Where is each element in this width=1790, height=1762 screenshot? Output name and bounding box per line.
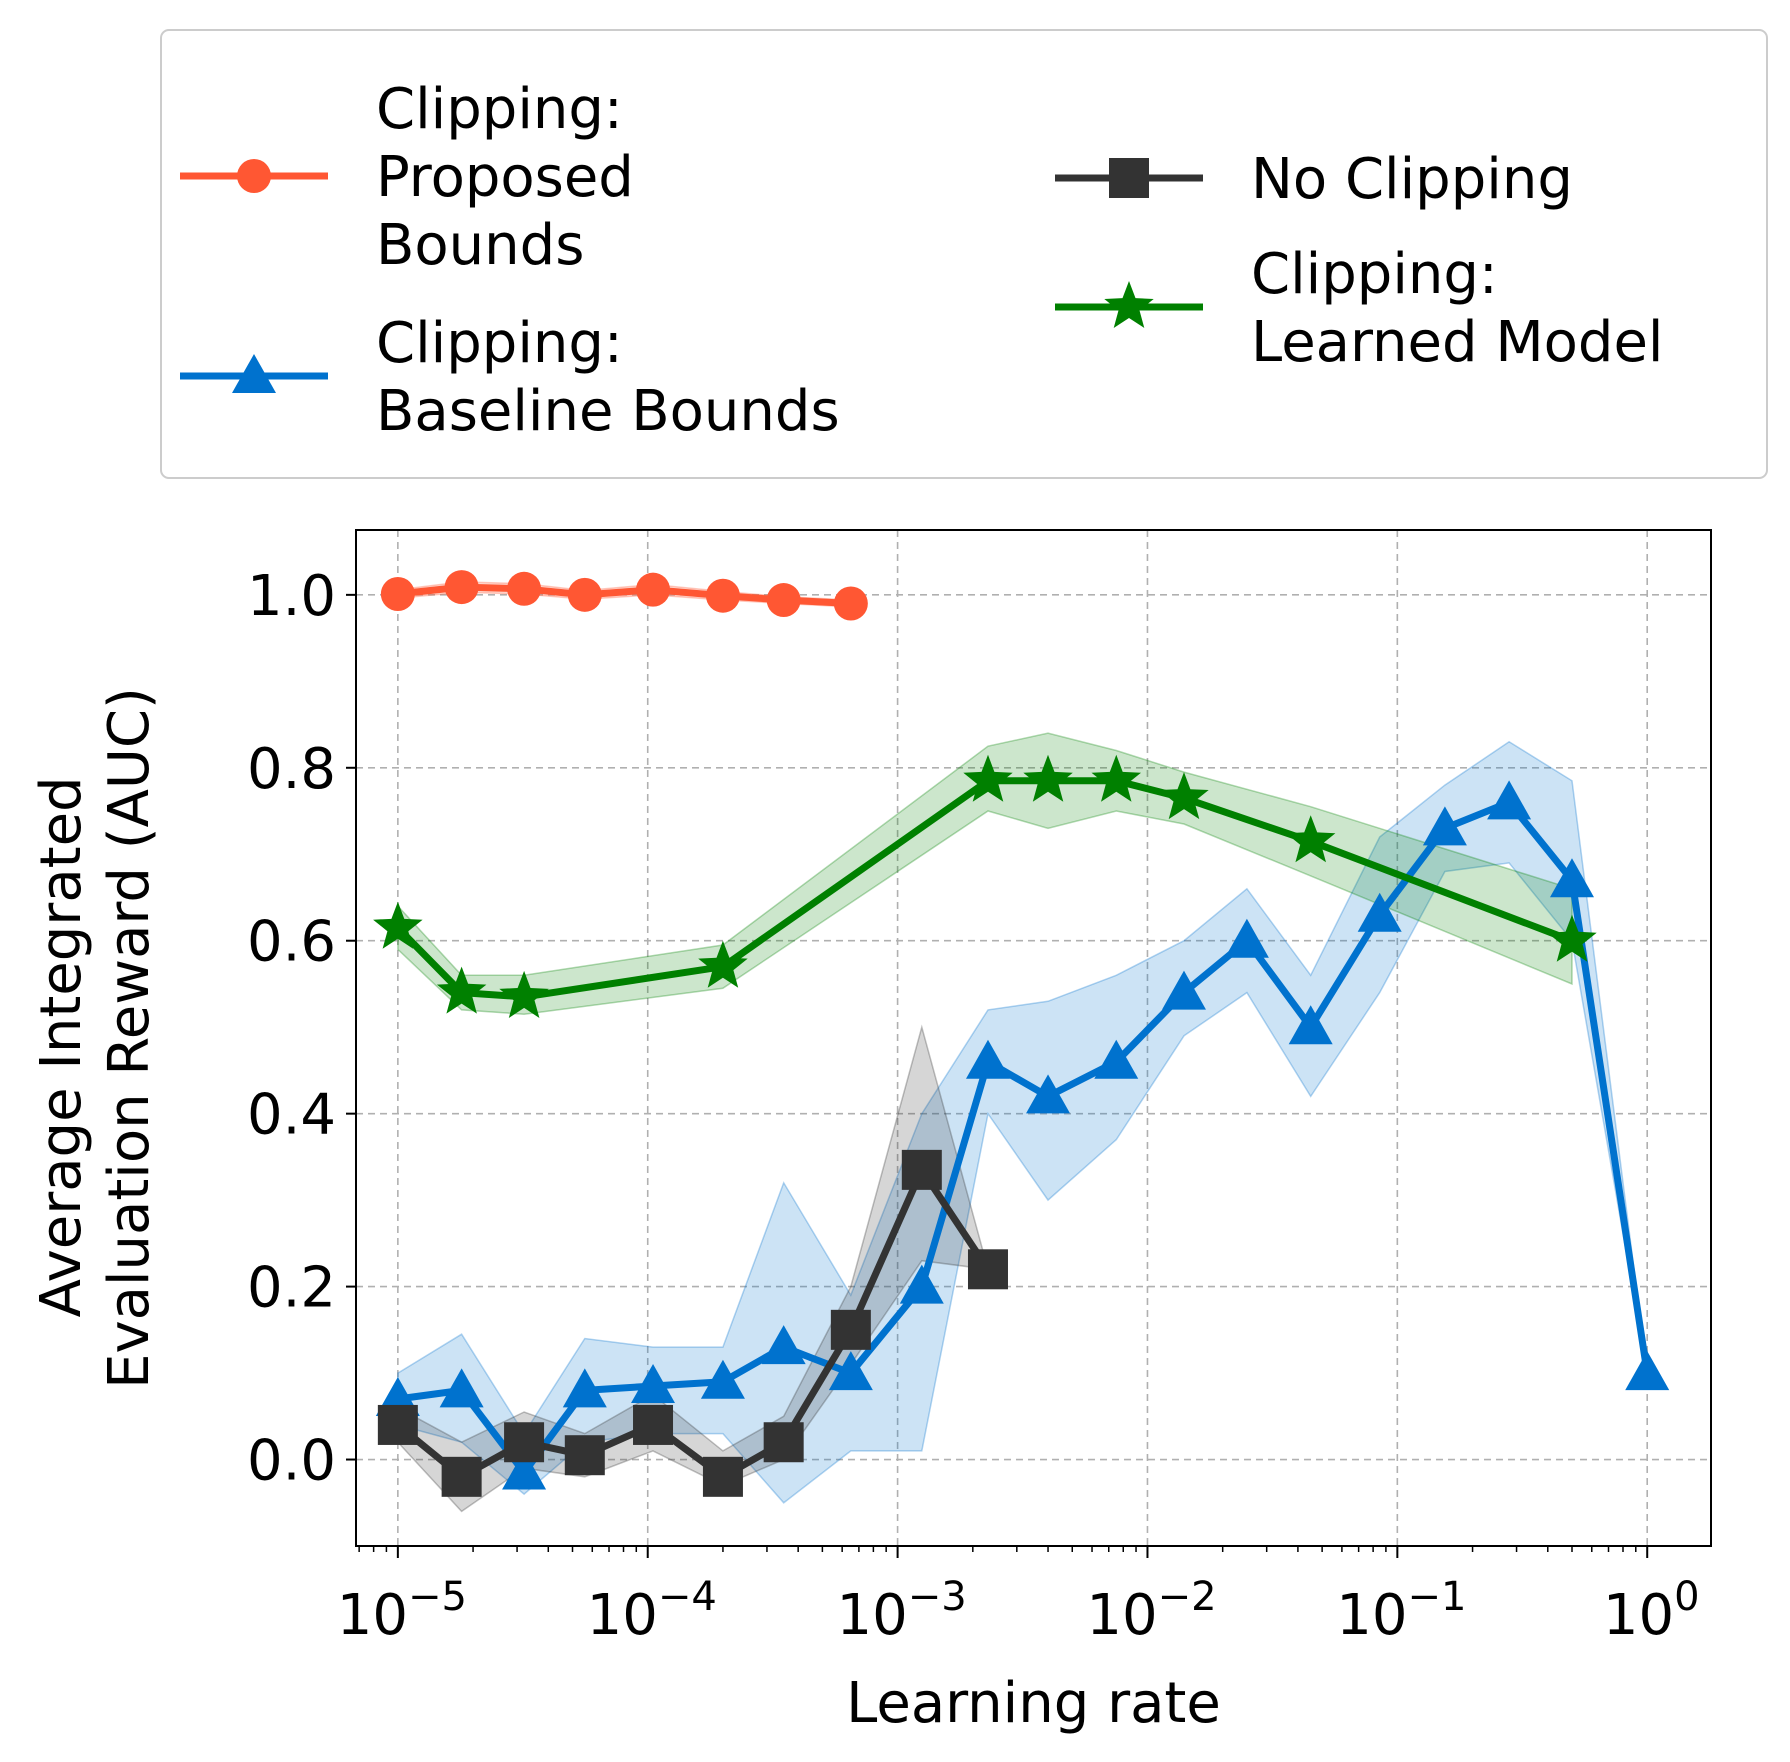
point-clipping-baseline-bounds [1357,892,1402,932]
point-no-clipping [377,1404,418,1445]
series-clipping-proposed-bounds [380,570,868,621]
point-clipping-learned-model [1091,754,1141,802]
series-no-clipping [377,1149,1008,1497]
legend: Clipping: Proposed Bounds Clipping: Baseline… [160,29,1768,479]
point-clipping-proposed-bounds [380,576,415,611]
point-clipping-learned-model [1547,914,1597,962]
y-tick-label: 0.6 [247,910,336,975]
y-axis-label-line-1: Average Integrated [29,776,94,1317]
plot-area-frame [355,529,1712,1547]
y-axis-label-line-2: Evaluation Reward (AUC) [97,687,162,1389]
point-clipping-learned-model [698,940,748,988]
legend-label: Clipping: Baseline Bounds [376,311,840,444]
series-lines [373,570,1670,1497]
legend-label: Clipping: Learned Model [1251,242,1663,375]
point-no-clipping [633,1404,674,1445]
point-clipping-proposed-bounds [444,570,479,605]
point-clipping-baseline-bounds [1625,1351,1670,1391]
point-clipping-baseline-bounds [1549,858,1594,898]
x-tick-label: 10−4 [587,1574,717,1648]
point-clipping-baseline-bounds [1487,780,1532,820]
point-clipping-baseline-bounds [1026,1074,1071,1114]
point-clipping-baseline-bounds [1224,918,1269,958]
y-tick-label: 0.0 [247,1429,336,1494]
point-clipping-baseline-bounds [631,1364,676,1404]
point-clipping-baseline-bounds [1422,806,1467,846]
point-no-clipping [763,1422,804,1463]
point-clipping-proposed-bounds [567,577,602,612]
point-clipping-proposed-bounds [705,578,740,613]
point-clipping-baseline-bounds [439,1368,484,1408]
y-tick-label: 0.8 [247,737,336,802]
point-clipping-learned-model [373,901,423,949]
point-no-clipping [830,1309,871,1350]
x-tick-label: 10−1 [1336,1574,1466,1648]
point-clipping-proposed-bounds [507,571,542,606]
point-clipping-baseline-bounds [562,1368,607,1408]
point-clipping-learned-model [1286,815,1336,863]
legend-entry-clipping-proposed-bounds: Clipping: Proposed Bounds [180,77,634,278]
line-no-clipping [394,1166,992,1481]
point-no-clipping [967,1249,1008,1290]
legend-label: Clipping: Proposed Bounds [376,77,634,278]
line-clipping-learned-model [394,777,1576,1001]
point-clipping-baseline-bounds [899,1264,944,1304]
point-no-clipping [702,1456,743,1497]
point-clipping-learned-model [1023,754,1073,802]
series-clipping-baseline-bounds [375,780,1670,1490]
legend-swatch-marker [1104,281,1154,328]
point-clipping-baseline-bounds [1094,1039,1139,1079]
legend-entries: Clipping: Proposed Bounds Clipping: Baseline… [180,77,1663,444]
point-clipping-learned-model [436,966,487,1014]
point-clipping-proposed-bounds [636,572,671,607]
point-clipping-baseline-bounds [1161,970,1206,1010]
point-clipping-baseline-bounds [761,1325,806,1365]
point-clipping-baseline-bounds [965,1039,1010,1079]
point-no-clipping [901,1149,942,1190]
point-clipping-baseline-bounds [700,1359,745,1399]
series-clipping-learned-model [373,754,1597,1018]
point-clipping-learned-model [963,754,1013,802]
x-tick-label: 10−2 [1086,1574,1216,1648]
y-tick-label: 1.0 [247,564,336,629]
x-tick-label: 100 [1603,1574,1700,1648]
x-tick-label: 10−3 [836,1574,966,1648]
point-clipping-learned-model [1159,772,1209,820]
legend-entry-clipping-baseline-bounds: Clipping: Baseline Bounds [180,311,840,444]
y-axis-label: Average Integrated Evaluation Reward (AU… [29,687,162,1389]
point-clipping-baseline-bounds [828,1351,873,1391]
band-clipping-learned-model [397,732,1573,1015]
point-clipping-proposed-bounds [833,586,868,621]
point-clipping-baseline-bounds [1288,1005,1333,1045]
point-clipping-learned-model [499,970,549,1018]
legend-swatch-marker [1109,158,1149,198]
point-clipping-proposed-bounds [766,583,801,618]
legend-entry-no-clipping: No Clipping [1055,147,1573,212]
x-tick-label: 10−5 [337,1574,467,1648]
legend-entry-clipping-learned-model: Clipping: Learned Model [1055,242,1663,375]
point-clipping-baseline-bounds [502,1450,547,1490]
y-tick-label: 0.2 [247,1256,336,1321]
point-no-clipping [564,1435,605,1476]
y-tick-label: 0.4 [247,1083,336,1148]
legend-swatch-marker [237,159,271,193]
point-no-clipping [504,1422,545,1463]
x-axis-label: Learning rate [846,1671,1221,1736]
legend-label: No Clipping [1251,147,1573,212]
legend-frame [160,29,1768,479]
axis-ticks: 0.0 0.2 0.4 0.6 0.8 1.0 10−5 10−4 10−3 10−2 10−1 10… [247,564,1700,1648]
band-clipping-baseline-bounds [397,740,1648,1504]
legend-swatch-marker [232,354,276,393]
point-no-clipping [441,1456,482,1497]
